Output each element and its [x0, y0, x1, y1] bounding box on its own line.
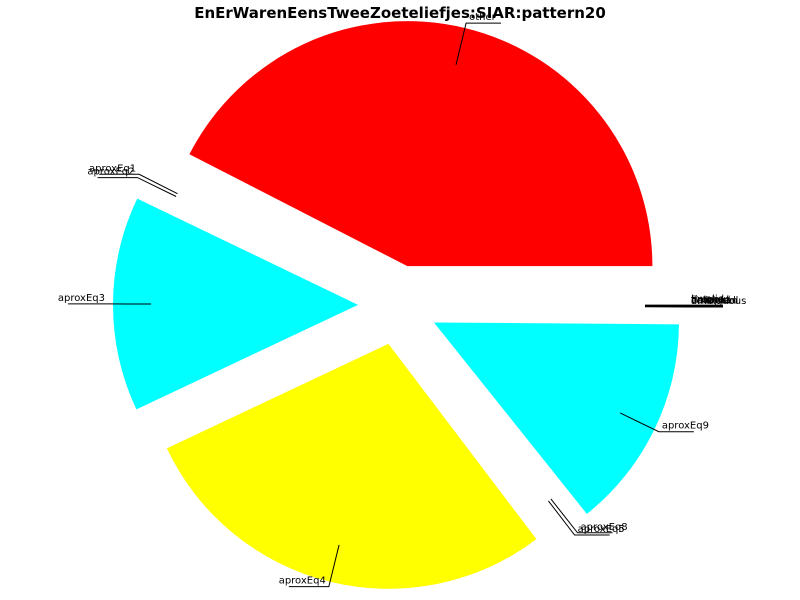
slice-label-aproxEq3: aproxEq3 [58, 293, 105, 304]
slice-label-aproxEq2: aproxEq2 [87, 167, 134, 178]
slice-label-collapsed: collapsed [691, 295, 738, 306]
pie-slice-finished [437, 305, 683, 307]
slice-label-aproxEq1: aproxEq1 [89, 163, 136, 174]
pie-slice-canceled [437, 305, 683, 307]
pie-slice-ambiguous [437, 305, 683, 308]
pie-slice-aproxEq3 [113, 198, 359, 410]
slice-label-ambiguous: ambiguous [691, 296, 746, 307]
leader-line-aproxEq5 [548, 500, 610, 536]
pie-slice-collapsed [437, 305, 683, 307]
slice-label-invalid: invalid [691, 294, 724, 305]
slice-label-aproxEq8: aproxEq8 [581, 522, 628, 533]
slice-label-canceled: canceled [691, 296, 736, 307]
leader-line-aproxEq8 [550, 498, 613, 534]
leader-line-other [455, 22, 502, 66]
slice-label-finished: finished [691, 295, 730, 306]
slice-label-timeout: timeout [691, 295, 730, 306]
leader-line-aproxEq9 [619, 412, 694, 433]
pie-slice-timeout [437, 305, 683, 306]
pie-slice-aproxEq4 [166, 343, 537, 589]
leader-line-aproxEq4 [288, 544, 340, 588]
leader-line-aproxEq2 [97, 177, 177, 197]
pie-slice-aproxEq5 [422, 336, 573, 533]
pie-slice-aproxEq9 [433, 322, 679, 514]
pie-slice-aproxEq8 [422, 336, 576, 530]
pie-slice-aproxEq1 [142, 175, 363, 287]
pie-slice-aproxEq2 [141, 178, 363, 288]
slice-label-aproxEq5: aproxEq5 [578, 524, 625, 535]
slice-label-aproxEq9: aproxEq9 [662, 421, 709, 432]
chart-title: EnErWarenEensTweeZoeteliefjes:SIAR:patte… [194, 4, 606, 22]
leader-line-aproxEq1 [99, 173, 178, 195]
slice-label-aproxEq4: aproxEq4 [279, 576, 326, 587]
pie-slice-other [189, 21, 653, 267]
slice-label-other: other [469, 12, 497, 23]
